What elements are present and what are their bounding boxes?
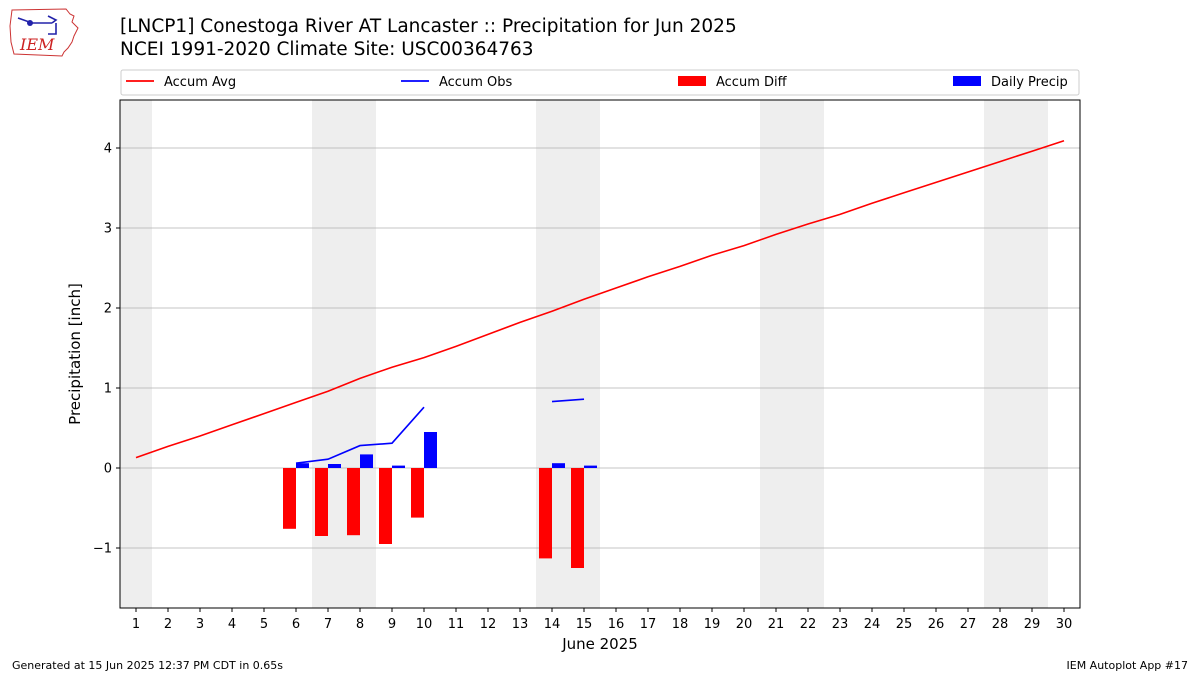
daily-precip-bar (392, 465, 405, 468)
legend-item: Daily Precip (953, 75, 1068, 90)
x-tick-label: 17 (640, 617, 657, 632)
x-tick-label: 24 (864, 617, 881, 632)
weekend-band (120, 100, 152, 608)
x-tick-label: 12 (480, 617, 497, 632)
daily-precip-bar (424, 432, 437, 468)
x-tick-label: 15 (576, 617, 593, 632)
accum-obs-line (551, 398, 585, 403)
line-marks (135, 140, 1065, 464)
x-tick-label: 30 (1056, 617, 1073, 632)
legend-label: Accum Avg (164, 75, 236, 90)
y-axis: −1 0 1 2 3 4 (93, 142, 120, 557)
accum-diff-bar (315, 468, 328, 536)
x-tick-label: 4 (228, 617, 236, 632)
logo-text: IEM (19, 35, 55, 54)
app-footer: IEM Autoplot App #17 (1066, 659, 1189, 672)
y-tick-label: 2 (104, 302, 112, 317)
accum-diff-bar (571, 468, 584, 568)
x-tick-label: 29 (1024, 617, 1041, 632)
legend-patch-swatch (678, 76, 706, 86)
grid-lines (120, 147, 1080, 549)
x-tick-label: 11 (448, 617, 465, 632)
legend-patch-swatch (953, 76, 981, 86)
x-tick-label: 20 (736, 617, 753, 632)
x-tick-label: 10 (416, 617, 433, 632)
y-tick-label: 0 (104, 462, 112, 477)
y-axis-label: Precipitation [inch] (66, 283, 84, 425)
legend-item: Accum Diff (678, 75, 788, 90)
x-tick-label: 19 (704, 617, 721, 632)
legend-item: Accum Avg (126, 75, 236, 90)
iem-logo: IEM (9, 8, 79, 57)
y-tick-label: 3 (104, 222, 112, 237)
y-tick-label: −1 (93, 542, 112, 557)
legend-box (120, 69, 1080, 96)
y-tick-label: 1 (104, 382, 112, 397)
x-tick-label: 27 (960, 617, 977, 632)
iowa-outline-icon (9, 8, 79, 57)
x-tick-label: 23 (832, 617, 849, 632)
x-tick-label: 6 (292, 617, 300, 632)
legend-item: Accum Obs (401, 75, 512, 90)
x-tick-label: 22 (800, 617, 817, 632)
daily-precip-bar (296, 463, 309, 468)
legend-label: Accum Diff (716, 75, 788, 90)
weekend-band (984, 100, 1048, 608)
x-tick-label: 1 (132, 617, 140, 632)
weekend-band (760, 100, 824, 608)
accum-diff-bar (347, 468, 360, 536)
y-tick-label: 4 (104, 142, 112, 157)
chart-title: [LNCP1] Conestoga River AT Lancaster :: … (120, 16, 737, 37)
x-tick-label: 9 (388, 617, 396, 632)
plot-frame (119, 99, 1081, 609)
legend: Accum Avg Accum Obs Accum Diff Daily Precip (120, 69, 1080, 96)
accum-diff-bar (539, 468, 552, 559)
x-tick-label: 8 (356, 617, 364, 632)
bar-marks (283, 432, 597, 568)
x-tick-label: 18 (672, 617, 689, 632)
x-tick-label: 26 (928, 617, 945, 632)
x-tick-label: 13 (512, 617, 529, 632)
x-tick-label: 7 (324, 617, 332, 632)
x-tick-label: 2 (164, 617, 172, 632)
accum-diff-bar (411, 468, 424, 518)
legend-label: Daily Precip (991, 75, 1068, 90)
x-axis-label: June 2025 (561, 635, 638, 653)
accum-avg-line (135, 140, 1065, 459)
chart-subtitle: NCEI 1991-2020 Climate Site: USC00364763 (120, 39, 534, 60)
x-axis: 1 2 3 4 5 6 7 8 9 10 11 12 13 14 15 16 17 18 19 20 21 22 23 24 2… (132, 608, 1072, 632)
daily-precip-bar (360, 454, 373, 468)
x-tick-label: 3 (196, 617, 204, 632)
x-tick-label: 16 (608, 617, 625, 632)
daily-precip-bar (328, 464, 341, 468)
accum-diff-bar (379, 468, 392, 544)
x-tick-label: 5 (260, 617, 268, 632)
x-tick-label: 25 (896, 617, 913, 632)
x-tick-label: 14 (544, 617, 561, 632)
daily-precip-bar (584, 465, 597, 468)
generated-footer: Generated at 15 Jun 2025 12:37 PM CDT in… (12, 659, 284, 672)
accum-obs-line (295, 406, 425, 464)
x-tick-label: 28 (992, 617, 1009, 632)
accum-diff-bar (283, 468, 296, 529)
x-tick-label: 21 (768, 617, 785, 632)
legend-label: Accum Obs (439, 75, 512, 90)
daily-precip-bar (552, 463, 565, 468)
